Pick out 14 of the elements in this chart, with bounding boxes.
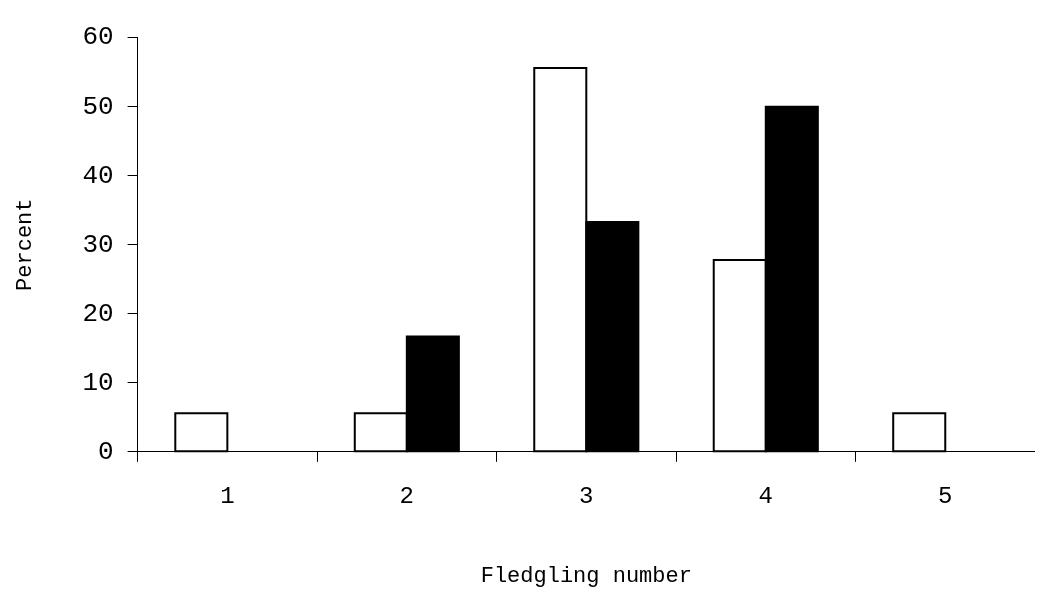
x-tick-label: 2 bbox=[399, 482, 415, 510]
y-tick-label: 0 bbox=[98, 436, 114, 467]
y-axis-title: Percent bbox=[13, 198, 39, 291]
y-tick-label: 10 bbox=[82, 367, 114, 398]
x-tick-label: 3 bbox=[579, 482, 594, 510]
y-tick-label: 60 bbox=[82, 22, 114, 53]
y-tick-label: 20 bbox=[82, 298, 114, 329]
x-tick-label: 1 bbox=[220, 482, 235, 510]
y-tick-label: 30 bbox=[82, 229, 114, 260]
y-tick-label: 50 bbox=[82, 91, 114, 122]
x-axis-title: Fledgling number bbox=[480, 563, 692, 589]
y-tick-label: 40 bbox=[82, 160, 114, 191]
x-tick-label: 5 bbox=[938, 482, 953, 510]
x-tick-label: 4 bbox=[758, 482, 773, 510]
